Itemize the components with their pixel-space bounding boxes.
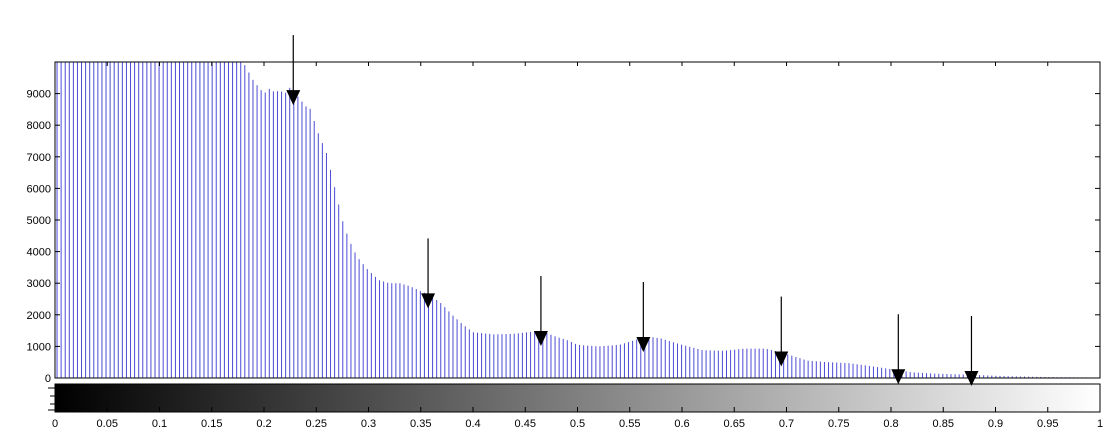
y-tick-label: 3000 [27,278,51,290]
x-tick-label: 0.8 [883,418,898,430]
histogram-bars [56,62,1099,378]
x-tick-label: 0.05 [97,418,118,430]
x-tick-label: 0.45 [515,418,536,430]
arrow-head [533,331,548,347]
x-tick-label: 0.95 [1037,418,1058,430]
x-tick-label: 0.2 [256,418,271,430]
x-tick-label: 0.3 [361,418,376,430]
y-axis-ticks [55,93,1100,379]
y-tick-label: 8000 [27,120,51,132]
y-axis-labels: 0 1000 2000 3000 4000 5000 6000 7000 8000 9000 [27,89,51,385]
x-tick-label: 0.35 [410,418,431,430]
y-tick-label: 0 [45,373,51,385]
x-tick-label: 0.15 [201,418,222,430]
x-tick-label: 0.65 [724,418,745,430]
colorbar-left-ticks [48,387,55,411]
x-tick-label: 0.85 [933,418,954,430]
x-tick-label: 0.5 [570,418,585,430]
x-tick-label: 0.75 [828,418,849,430]
y-tick-label: 9000 [27,89,51,101]
y-tick-label: 2000 [27,310,51,322]
x-tick-label: 0.25 [306,418,327,430]
x-tick-label: 0.7 [779,418,794,430]
arrow-head [286,90,301,106]
x-tick-label: 0 [52,418,58,430]
x-tick-label: 0.9 [988,418,1003,430]
y-tick-label: 6000 [27,183,51,195]
x-axis-ticks [54,407,1101,412]
arrow-head [891,369,906,385]
arrow-head [774,351,789,367]
y-tick-label: 1000 [27,341,51,353]
x-axis-labels: 0 0.05 0.1 0.15 0.2 0.25 0.3 0.35 0.4 0.45 0.5 0.55… [52,418,1103,430]
y-tick-label: 4000 [27,247,51,259]
x-tick-label: 0.1 [152,418,167,430]
x-tick-label: 0.6 [674,418,689,430]
y-tick-label: 5000 [27,215,51,227]
x-tick-label: 0.55 [619,418,640,430]
arrow-head [636,337,651,353]
y-tick-label: 7000 [27,152,51,164]
x-tick-label: 0.4 [465,418,480,430]
annotation-arrows [286,35,979,386]
top-axis-ticks [54,62,1101,66]
arrow-head [421,293,436,309]
x-tick-label: 1 [1097,418,1103,430]
arrow-head [964,371,979,386]
